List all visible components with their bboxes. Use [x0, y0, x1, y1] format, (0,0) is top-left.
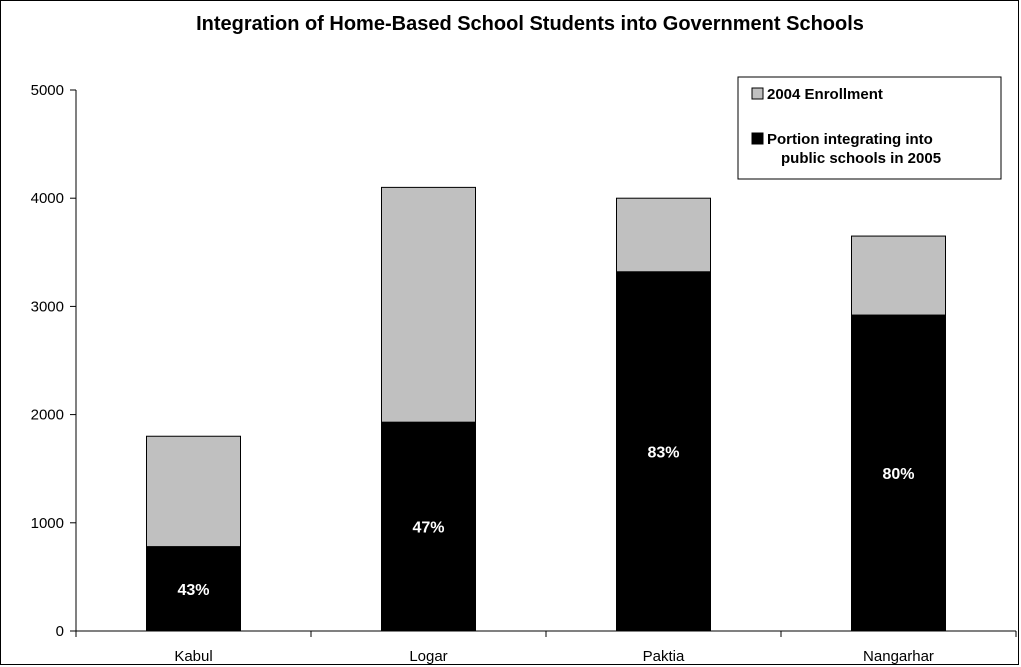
bar-integrating-portion [616, 271, 711, 632]
legend-label-enrollment: 2004 Enrollment [767, 86, 883, 103]
y-tick-label: 1000 [31, 515, 64, 532]
y-tick-label: 4000 [31, 190, 64, 207]
y-tick-label: 2000 [31, 407, 64, 424]
bar-percent-label: 47% [412, 520, 444, 537]
bar-percent-label: 43% [177, 582, 209, 599]
legend: 2004 Enrollment Portion integrating into p… [737, 76, 1002, 180]
y-tick-label: 0 [56, 623, 64, 640]
bar-integrating-portion [381, 421, 476, 632]
legend-swatch-enrollment [751, 87, 764, 100]
x-tick-label: Nangarhar [863, 648, 934, 665]
bar-percent-label: 83% [647, 444, 679, 461]
legend-box [737, 76, 1002, 180]
x-tick-label: Kabul [174, 648, 212, 665]
chart-title: Integration of Home-Based School Student… [196, 13, 864, 35]
bars: 43% 47% 83% 80% [146, 186, 946, 632]
x-tick-label: Paktia [643, 648, 685, 665]
bar-integrating-portion [146, 546, 241, 632]
y-tick-label: 3000 [31, 298, 64, 315]
legend-swatch-integrating [751, 132, 764, 145]
x-tick-label: Logar [409, 648, 447, 665]
axes: 0 1000 2000 3000 4000 5000 Kabul Logar Paktia Nan… [31, 82, 1017, 665]
bar-percent-label: 80% [882, 466, 914, 483]
y-tick-label: 5000 [31, 82, 64, 99]
legend-label-integrating: Portion integrating into public schools i… [767, 131, 941, 167]
bar-integrating-portion [851, 314, 946, 632]
